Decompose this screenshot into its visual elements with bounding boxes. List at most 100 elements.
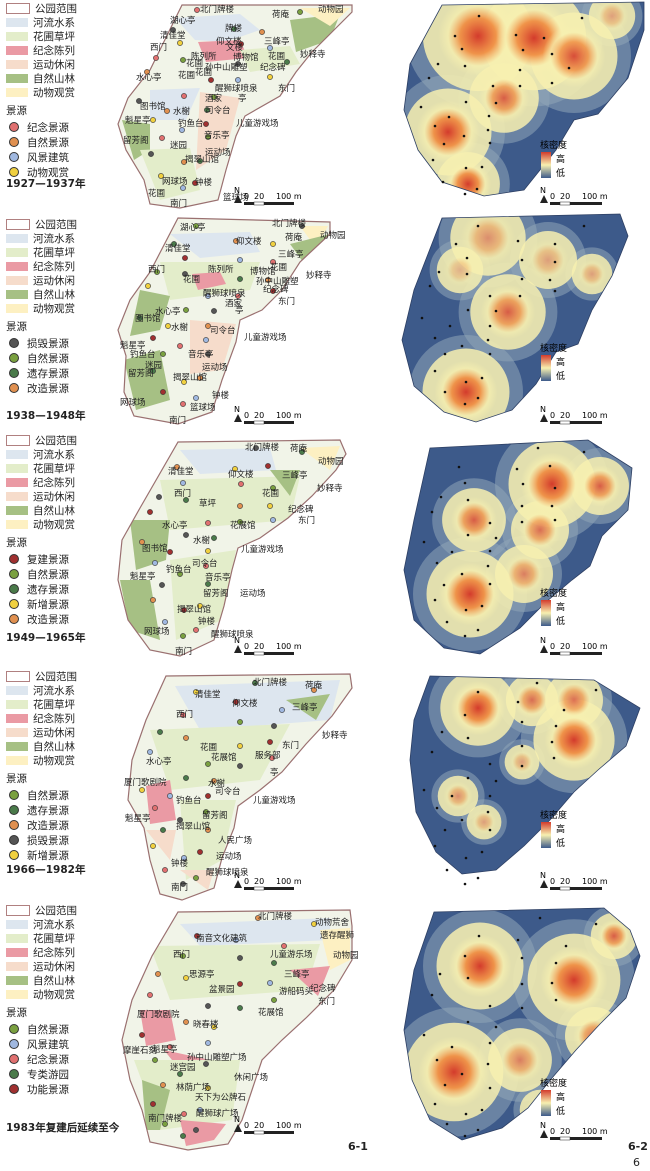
map-legend: 公园范围 河流水系 花圃草坪 纪念陈列 运动休闲 自然山林 动物观赏 景源 纪念景源 自然景源 风景…	[6, 2, 126, 180]
north-arrow-icon	[234, 1124, 242, 1132]
scale-label-0: 0	[550, 877, 555, 886]
scenic-source-dot	[271, 997, 277, 1003]
scale-bar-line	[244, 652, 294, 655]
legend-item: 河流水系	[6, 232, 126, 245]
scale-bar-segment	[559, 886, 571, 891]
kde-point	[486, 128, 490, 132]
kde-point	[518, 68, 522, 72]
map-place-label: 揭翠山馆	[177, 604, 211, 615]
map-place-label: 钟楼	[171, 858, 189, 869]
kde-point	[516, 239, 520, 243]
source-dot-icon	[9, 1024, 19, 1034]
scale-bar-segment	[253, 651, 265, 656]
kde-point	[435, 806, 439, 810]
source-label: 损毁景源	[27, 834, 69, 847]
kde-point	[488, 294, 492, 298]
scenic-source-dot	[160, 1082, 166, 1088]
kde-point	[462, 134, 466, 138]
kde-point	[520, 982, 524, 986]
map-place-label: 纪念碑	[310, 983, 336, 994]
legend-item: 花圃草坪	[6, 462, 126, 475]
map-place-label: 水心亭	[136, 72, 162, 83]
legend-label: 公园范围	[35, 435, 77, 447]
source-dot-icon	[9, 614, 19, 624]
map-place-label: 厦门歌剧院	[124, 777, 167, 788]
sources-title: 景源	[6, 105, 27, 117]
scenic-source-dot	[203, 809, 209, 815]
map-place-label: 仰文楼	[228, 469, 254, 480]
zone-lawn	[240, 46, 300, 72]
scenic-source-dot	[177, 571, 183, 577]
kde-point	[463, 882, 467, 886]
zone-memorial	[140, 1010, 176, 1046]
kde-point	[486, 1062, 490, 1066]
kde-legend-title: 核密度	[540, 809, 567, 821]
north-label: N	[234, 186, 240, 195]
map-place-label: 仰文楼	[232, 698, 258, 709]
legend-item: 河流水系	[6, 918, 126, 931]
kde-legend-high: 高	[556, 1091, 565, 1103]
scenic-source-dot	[299, 223, 305, 229]
scenic-source-dot	[193, 1127, 199, 1133]
source-item: 自然景源	[6, 351, 126, 365]
source-dot-icon	[9, 584, 19, 594]
map-place-label: 动物园	[318, 4, 344, 15]
kde-legend-low: 低	[556, 1105, 565, 1117]
legend-label: 河流水系	[33, 449, 75, 461]
legend-swatch	[6, 520, 28, 529]
legend-label: 运动休闲	[33, 961, 75, 973]
zone-forest	[142, 1080, 170, 1130]
kde-point	[464, 100, 468, 104]
map-place-label: 钓鱼台	[166, 564, 192, 575]
scale-bar-segment	[253, 201, 265, 206]
kde-point	[520, 1006, 524, 1010]
kde-point	[518, 294, 522, 298]
kde-point	[488, 1004, 492, 1008]
map-place-label: 北门牌楼	[272, 218, 307, 229]
map-place-label: 花圃	[178, 70, 195, 81]
kde-point	[464, 380, 468, 384]
scale-label-0: 0	[244, 1121, 249, 1130]
kde-point	[480, 604, 484, 608]
scenic-source-dot	[311, 687, 317, 693]
kde-point	[475, 187, 479, 191]
map-legend: 公园范围 河流水系 花圃草坪 纪念陈列 运动休闲 自然山林 动物观赏 景源 自然景源 遗存景源 改造…	[6, 670, 126, 863]
map-place-label: 揭翠山馆	[176, 821, 210, 832]
scale-bar-segment	[559, 201, 571, 206]
zone-forest	[290, 234, 330, 266]
map-place-label: 动物园	[333, 950, 359, 961]
kde-legend-high: 高	[556, 153, 565, 165]
legend-label: 花圃草坪	[33, 933, 75, 945]
map-place-label: 儿童游戏场	[236, 118, 279, 129]
source-label: 自然景源	[27, 136, 69, 149]
kde-point	[554, 961, 558, 965]
source-dot-icon	[9, 167, 19, 177]
source-dot-icon	[9, 122, 19, 132]
scenic-source-dot	[183, 975, 189, 981]
map-place-label: 钓鱼台	[176, 795, 202, 806]
zone-memorial	[146, 780, 176, 824]
scenic-source-dot	[150, 117, 156, 123]
scenic-source-dot	[253, 445, 259, 451]
kde-point	[428, 284, 432, 288]
legend-item: 纪念陈列	[6, 712, 126, 725]
zone-water	[180, 918, 330, 946]
kde-point	[494, 309, 498, 313]
map-place-label: 北门牌楼	[258, 911, 293, 922]
kde-point	[464, 608, 468, 612]
scenic-source-dot	[182, 271, 188, 277]
scenic-source-dot	[162, 867, 168, 873]
legend-item: 自然山林	[6, 504, 126, 517]
scenic-source-dot	[205, 548, 211, 554]
scenic-source-dot	[271, 723, 277, 729]
source-dot-icon	[9, 1039, 19, 1049]
kde-point	[440, 730, 444, 734]
kde-hotspot	[480, 284, 536, 340]
kde-point	[476, 876, 480, 880]
kde-point	[480, 1108, 484, 1112]
kde-legend-title: 核密度	[540, 587, 567, 599]
kde-point	[520, 764, 524, 768]
